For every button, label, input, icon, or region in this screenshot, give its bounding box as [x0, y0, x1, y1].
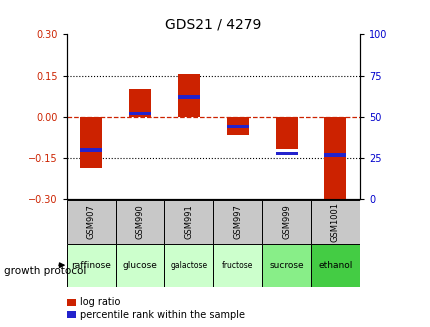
Bar	[310, 244, 359, 287]
Bar	[275, 152, 297, 155]
Text: log ratio: log ratio	[80, 298, 120, 307]
Bar	[226, 117, 248, 135]
Bar	[324, 153, 346, 157]
Bar	[261, 200, 310, 244]
Bar	[67, 244, 115, 287]
Bar	[310, 200, 359, 244]
Text: ethanol: ethanol	[317, 261, 352, 270]
Bar	[178, 95, 200, 99]
Bar	[178, 74, 200, 117]
Text: GSM991: GSM991	[184, 205, 193, 239]
Text: percentile rank within the sample: percentile rank within the sample	[80, 310, 244, 319]
Text: GSM907: GSM907	[86, 205, 95, 239]
Bar	[226, 125, 248, 129]
Text: GSM990: GSM990	[135, 205, 144, 239]
Text: growth protocol: growth protocol	[4, 266, 86, 276]
Bar	[115, 200, 164, 244]
Bar	[164, 244, 213, 287]
Bar	[213, 200, 261, 244]
Text: fructose: fructose	[221, 261, 253, 270]
Text: GSM999: GSM999	[282, 205, 290, 239]
Bar	[115, 244, 164, 287]
Text: sucrose: sucrose	[269, 261, 303, 270]
Text: GSM1001: GSM1001	[330, 202, 339, 242]
Bar	[164, 200, 213, 244]
Text: GSM997: GSM997	[233, 205, 242, 239]
Bar	[80, 117, 102, 168]
Bar	[129, 112, 151, 115]
Bar	[80, 148, 102, 152]
Bar	[324, 117, 346, 199]
Text: galactose: galactose	[170, 261, 207, 270]
Bar	[67, 200, 115, 244]
Bar	[129, 89, 151, 117]
Bar	[261, 244, 310, 287]
Text: raffinose: raffinose	[71, 261, 111, 270]
Bar	[275, 117, 297, 148]
Bar	[213, 244, 261, 287]
Text: glucose: glucose	[123, 261, 157, 270]
Title: GDS21 / 4279: GDS21 / 4279	[165, 18, 261, 32]
